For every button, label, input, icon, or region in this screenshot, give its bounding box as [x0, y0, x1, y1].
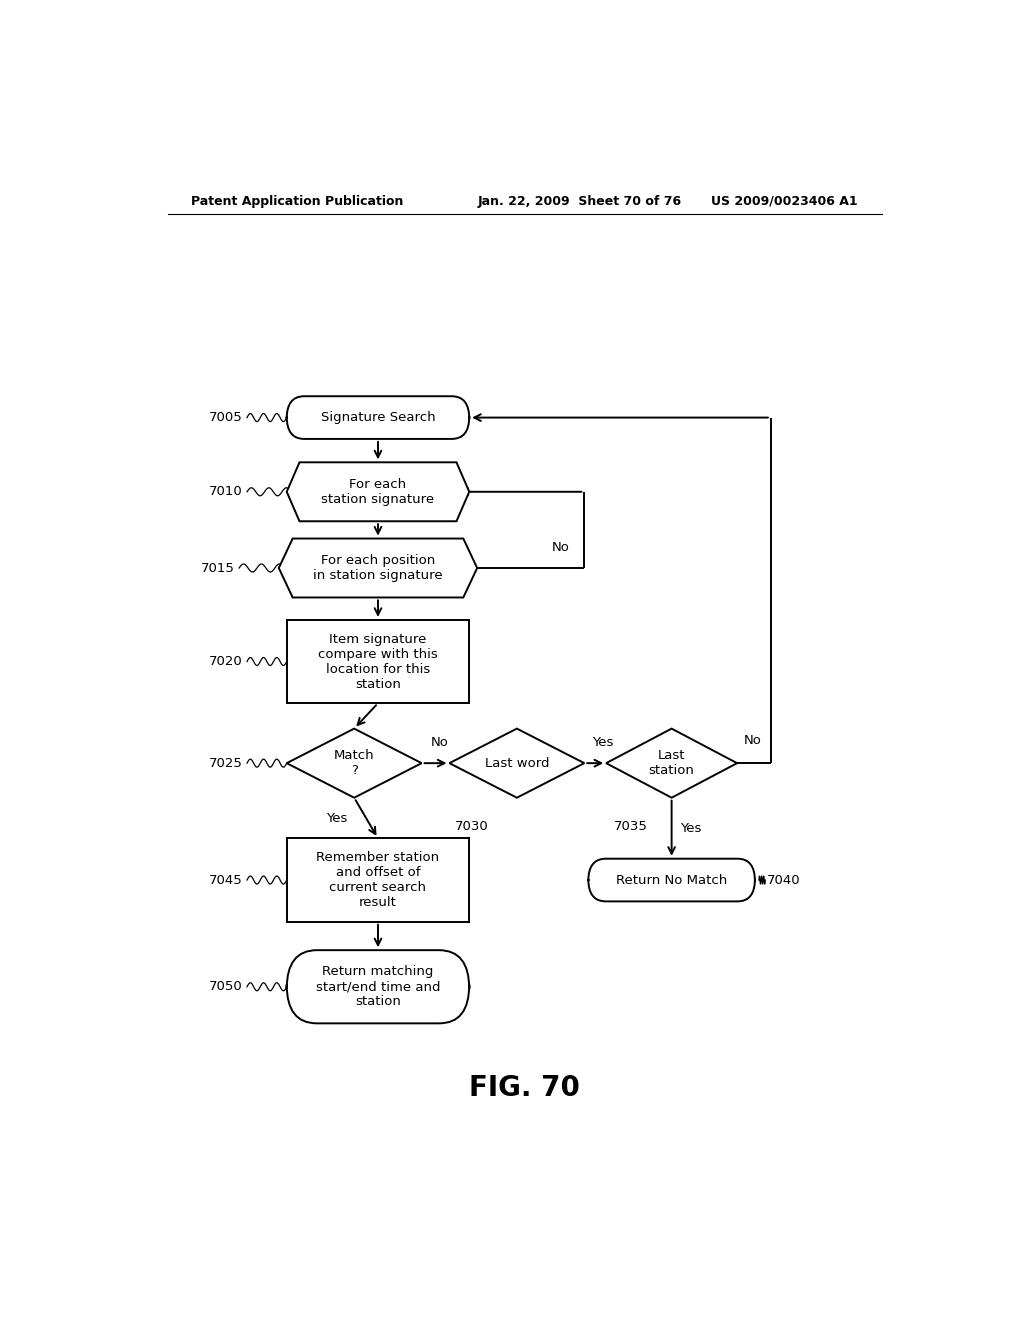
- Text: Item signature
compare with this
location for this
station: Item signature compare with this locatio…: [318, 632, 438, 690]
- Text: 7005: 7005: [209, 411, 243, 424]
- Text: Last word: Last word: [484, 756, 549, 770]
- Text: Yes: Yes: [592, 737, 613, 750]
- Text: For each
station signature: For each station signature: [322, 478, 434, 506]
- Polygon shape: [606, 729, 737, 797]
- Text: For each position
in station signature: For each position in station signature: [313, 554, 442, 582]
- Text: 7035: 7035: [614, 820, 648, 833]
- FancyBboxPatch shape: [287, 396, 469, 440]
- Text: 7010: 7010: [209, 486, 243, 498]
- Text: 7045: 7045: [209, 874, 243, 887]
- Text: FIG. 70: FIG. 70: [469, 1074, 581, 1102]
- Text: 7040: 7040: [767, 874, 801, 887]
- Text: Last
station: Last station: [648, 750, 694, 777]
- Polygon shape: [450, 729, 585, 797]
- Text: 7015: 7015: [202, 561, 236, 574]
- Text: Yes: Yes: [327, 812, 348, 825]
- Text: Yes: Yes: [680, 822, 700, 834]
- Polygon shape: [287, 462, 469, 521]
- Text: 7020: 7020: [209, 655, 243, 668]
- Polygon shape: [279, 539, 477, 598]
- Text: No: No: [431, 737, 450, 750]
- Text: Signature Search: Signature Search: [321, 411, 435, 424]
- FancyBboxPatch shape: [588, 859, 755, 902]
- Text: No: No: [552, 541, 570, 554]
- Bar: [287, 838, 469, 921]
- Text: Return No Match: Return No Match: [616, 874, 727, 887]
- Bar: [287, 620, 469, 704]
- Text: Return matching
start/end time and
station: Return matching start/end time and stati…: [315, 965, 440, 1008]
- Text: 7030: 7030: [456, 820, 489, 833]
- Text: Jan. 22, 2009  Sheet 70 of 76: Jan. 22, 2009 Sheet 70 of 76: [477, 194, 681, 207]
- Text: Remember station
and offset of
current search
result: Remember station and offset of current s…: [316, 851, 439, 909]
- Text: 7025: 7025: [209, 756, 243, 770]
- Polygon shape: [287, 729, 422, 797]
- Text: No: No: [743, 734, 761, 747]
- Text: 7050: 7050: [209, 981, 243, 993]
- Text: Patent Application Publication: Patent Application Publication: [191, 194, 403, 207]
- FancyBboxPatch shape: [287, 950, 469, 1023]
- Text: Match
?: Match ?: [334, 750, 375, 777]
- Text: US 2009/0023406 A1: US 2009/0023406 A1: [712, 194, 858, 207]
